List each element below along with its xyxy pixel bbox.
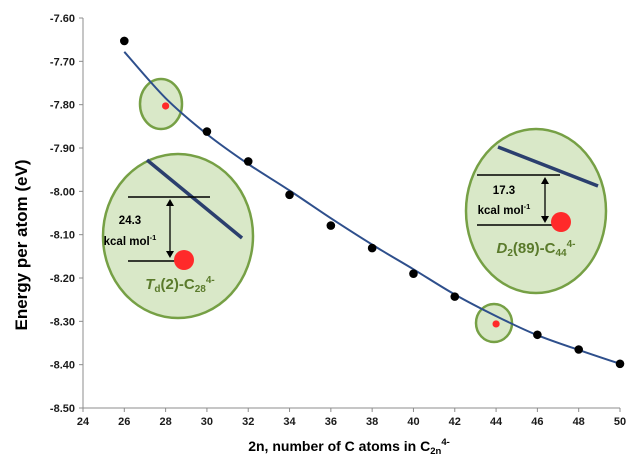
- zoom-left-isomer-label: Td(2)-C284-: [145, 275, 214, 295]
- y-tick-label: -8.40: [50, 360, 75, 372]
- x-tick-label: 24: [77, 416, 90, 428]
- x-tick-label: 38: [366, 416, 378, 428]
- data-point: [243, 157, 253, 166]
- y-tick-label: -7.70: [50, 56, 75, 68]
- tick-labels: -7.60 -7.70 -7.80 -7.90 -8.00 -8.10 -8.20 -8.30…: [50, 13, 626, 428]
- y-tick-label: -7.80: [50, 100, 75, 112]
- zoom-left-arrow-head-up: [166, 199, 174, 206]
- y-tick-label: -8.10: [50, 230, 75, 242]
- x-tick-label: 48: [573, 416, 585, 428]
- zoom-right-energy-unit: kcal mol-1: [478, 202, 531, 217]
- zoom-left-fit-segment: [145, 158, 244, 240]
- y-tick-label: -8.50: [50, 403, 75, 415]
- axes: [79, 17, 621, 412]
- x-tick-label: 26: [118, 416, 130, 428]
- data-point: [326, 221, 336, 230]
- y-tick-label: -8.30: [50, 316, 75, 328]
- data-point: [615, 359, 625, 369]
- zoom-right-isomer-label: D2(89)-C444-: [497, 239, 576, 259]
- y-tick-label: -7.60: [50, 13, 75, 25]
- data-point: [367, 243, 377, 253]
- x-tick-label: 46: [531, 416, 543, 428]
- y-tick-label: -8.00: [50, 186, 75, 198]
- data-point: [409, 269, 418, 278]
- data-point: [202, 127, 212, 136]
- zoom-left-red-point: [174, 250, 194, 270]
- data-point: [120, 36, 129, 46]
- x-axis-title: 2n, number of C atoms in C2n4-: [248, 437, 450, 456]
- zoom-right-arrow-head-down: [541, 216, 549, 223]
- zoom-right-arrow-head-up: [541, 177, 549, 184]
- x-tick-label: 30: [201, 416, 213, 428]
- x-tick-label: 28: [159, 416, 171, 428]
- zoom-left-energy-value: 24.3: [119, 215, 141, 227]
- x-tick-label: 34: [283, 416, 296, 428]
- zoom-right-energy-value: 17.3: [493, 185, 515, 197]
- highlight-bubble-small-1: [138, 77, 184, 131]
- x-tick-label: 40: [407, 416, 419, 428]
- data-point: [450, 292, 460, 301]
- zoom-left-energy-unit: kcal mol-1: [104, 233, 157, 248]
- zoom-bubble-left: 24.3 kcal mol-1 Td(2)-C284-: [101, 152, 255, 320]
- x-tick-label: 42: [449, 416, 461, 428]
- x-tick-label: 50: [614, 416, 626, 428]
- zoom-left-arrow-head-down: [166, 251, 174, 258]
- data-point: [574, 345, 583, 354]
- y-tick-label: -7.90: [50, 143, 75, 155]
- y-axis-title: Energy per atom (eV): [12, 160, 31, 331]
- x-tick-label: 36: [325, 416, 337, 428]
- data-point: [285, 190, 294, 200]
- highlight-data-point: [162, 102, 170, 110]
- highlight-data-point: [492, 320, 500, 328]
- x-tick-label: 32: [242, 416, 254, 428]
- zoom-bubble-right: 17.3 kcal mol-1 D2(89)-C444-: [464, 127, 608, 295]
- zoom-right-fit-segment: [497, 145, 599, 188]
- y-tick-label: -8.20: [50, 273, 75, 285]
- data-point: [533, 330, 542, 340]
- data-points: [120, 36, 625, 369]
- zoom-bubble-right-shape: [464, 127, 608, 295]
- zoom-right-red-point: [551, 212, 571, 232]
- zoom-bubble-left-shape: [101, 152, 255, 320]
- x-tick-label: 44: [490, 416, 503, 428]
